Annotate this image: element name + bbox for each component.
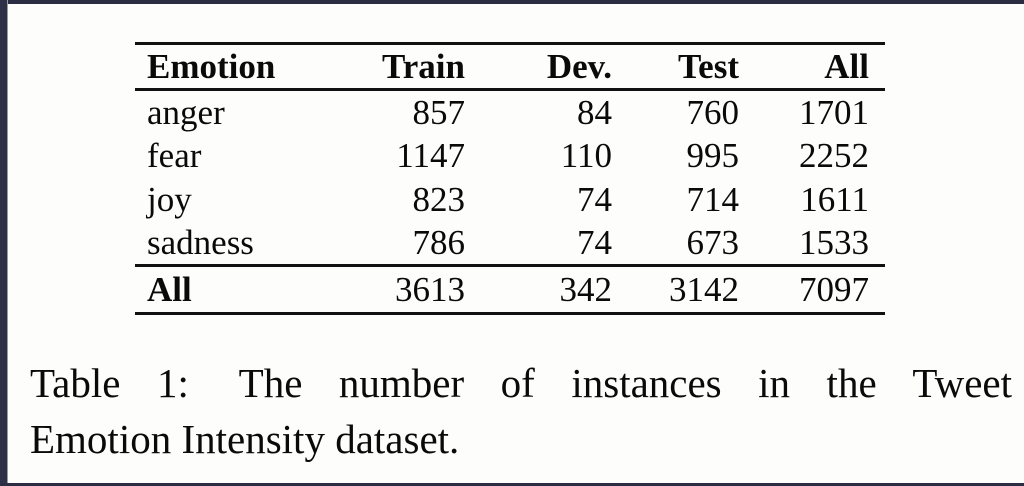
table-row-anger: anger 857 84 760 1701 (135, 90, 885, 134)
row-label: joy (147, 180, 192, 219)
cell-train: 1147 (396, 136, 465, 175)
cell-test: 673 (686, 223, 740, 263)
table-row-joy: joy 823 74 714 1611 (135, 178, 885, 222)
cell-all: 7097 (799, 270, 869, 309)
column-header-test: Test (678, 47, 739, 86)
table-caption: Table 1: The number of instances in the … (30, 355, 1012, 467)
column-header-train: Train (382, 47, 465, 86)
cell-test: 760 (686, 92, 740, 132)
column-header-all: All (824, 47, 869, 86)
cell-all: 1533 (799, 223, 869, 263)
cell-dev: 342 (559, 270, 613, 309)
cell-dev: 74 (577, 223, 612, 263)
window-left-edge (0, 0, 8, 486)
cell-dev: 84 (577, 92, 612, 132)
cell-all: 1701 (799, 92, 869, 132)
cell-test: 714 (686, 180, 740, 219)
cell-train: 3613 (395, 270, 465, 309)
cell-all: 1611 (800, 180, 869, 219)
cell-all: 2252 (799, 136, 869, 175)
row-label: sadness (147, 223, 254, 263)
column-header-emotion: Emotion (147, 47, 276, 86)
cell-test: 995 (686, 136, 740, 175)
cell-train: 823 (412, 180, 466, 219)
cell-test: 3142 (669, 270, 739, 309)
caption-line1: Table 1: The number of instances in the … (30, 355, 1012, 411)
table-row-total: All 3613 342 3142 7097 (135, 265, 885, 314)
table-row-sadness: sadness 786 74 673 1533 (135, 222, 885, 266)
row-label: All (147, 270, 192, 309)
caption-label: Table 1: (30, 360, 189, 406)
window-top-edge (0, 0, 1024, 4)
cell-train: 786 (412, 223, 466, 263)
dataset-instances-table: Emotion Train Dev. Test All anger 857 84… (135, 42, 885, 315)
window-bottom-edge (0, 483, 1024, 486)
table-row-fear: fear 1147 110 995 2252 (135, 134, 885, 178)
table-header-row: Emotion Train Dev. Test All (135, 44, 885, 90)
cell-train: 857 (412, 92, 466, 132)
cell-dev: 74 (577, 180, 612, 219)
row-label: anger (147, 92, 225, 132)
cell-dev: 110 (560, 136, 612, 175)
column-header-dev: Dev. (546, 47, 612, 86)
caption-line2-text: Emotion Intensity dataset. (30, 416, 460, 462)
caption-line1-text: The number of instances in the Tweet (238, 360, 1012, 406)
row-label: fear (147, 136, 202, 175)
